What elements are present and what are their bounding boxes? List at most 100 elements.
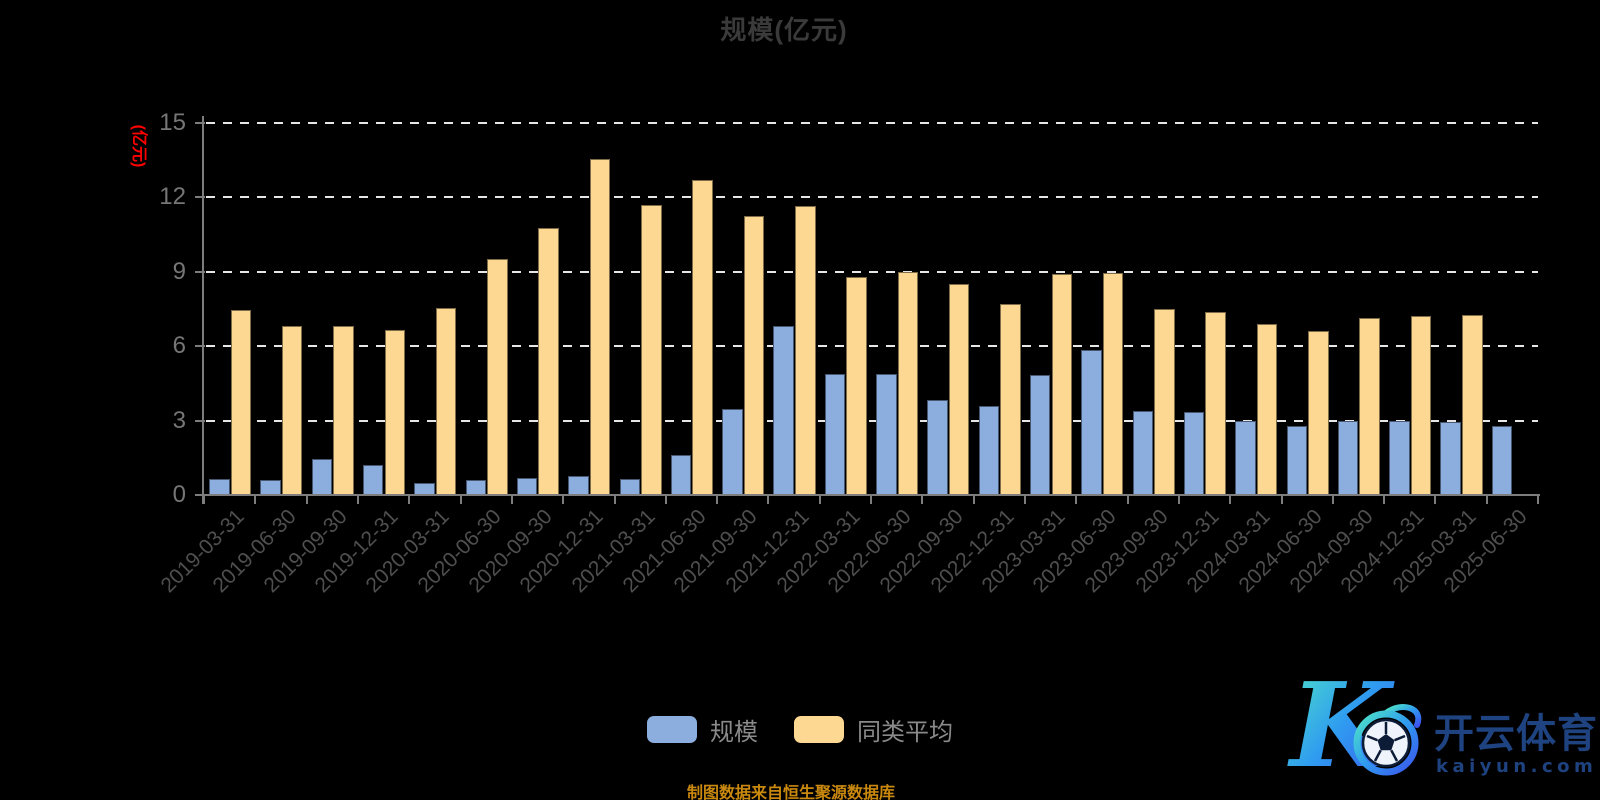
y-axis-tick-label: 15	[159, 109, 186, 136]
bar-同类平均	[1359, 317, 1380, 495]
data-source-caption: 制图数据来自恒生聚源数据库	[686, 785, 895, 800]
x-axis-tick	[562, 496, 565, 504]
bar-同类平均	[1051, 274, 1072, 495]
bar-同类平均	[897, 271, 919, 495]
bar-规模	[260, 480, 281, 495]
soccer-ball-icon	[1361, 718, 1411, 768]
bar-规模	[978, 405, 1000, 495]
bar-规模	[1235, 420, 1256, 495]
y-axis-tick	[195, 494, 205, 496]
bar-规模	[927, 399, 948, 495]
y-axis-tick-label: 9	[172, 257, 186, 285]
bar-规模	[1081, 349, 1102, 495]
bar-同类平均	[230, 310, 252, 495]
x-axis-tick	[1023, 496, 1026, 504]
x-axis-tick	[1434, 496, 1437, 504]
gridline	[206, 196, 1538, 199]
x-axis-tick	[1280, 496, 1283, 504]
bar-规模	[1286, 425, 1307, 495]
bar-同类平均	[435, 307, 457, 495]
x-axis-tick	[1075, 496, 1078, 504]
x-axis-tick	[1177, 496, 1180, 504]
bar-规模	[876, 373, 897, 495]
bar-规模	[1337, 420, 1359, 495]
bar-同类平均	[333, 326, 354, 495]
legend-swatch-average-icon	[794, 716, 844, 743]
bar-规模	[465, 480, 486, 495]
y-axis-tick	[195, 270, 205, 273]
x-axis-tick	[767, 496, 770, 504]
x-axis-tick	[972, 496, 975, 504]
gridline	[206, 270, 1538, 273]
bar-同类平均	[795, 206, 816, 495]
x-axis-tick	[1383, 496, 1386, 504]
bar-规模	[568, 476, 589, 495]
x-axis-tick	[305, 496, 308, 504]
bar-规模	[1183, 411, 1205, 495]
bar-规模	[722, 409, 743, 495]
chart-title: 规模(亿元)	[720, 15, 848, 45]
x-axis-tick	[408, 496, 411, 504]
bar-同类平均	[384, 330, 405, 495]
bar-规模	[773, 326, 794, 495]
bar-规模	[1132, 410, 1153, 495]
bar-同类平均	[281, 326, 303, 495]
legend-swatch-scale-icon	[647, 716, 697, 743]
x-axis-tick	[459, 496, 462, 504]
bar-同类平均	[1462, 315, 1483, 495]
legend-item-scale[interactable]: 规模	[647, 712, 758, 747]
bar-规模	[209, 478, 230, 495]
x-axis-tick	[1485, 496, 1488, 504]
gridline	[206, 345, 1538, 348]
x-axis-tick	[664, 496, 667, 504]
x-axis-tick	[203, 496, 205, 504]
bar-同类平均	[1102, 273, 1124, 495]
bar-同类平均	[1000, 304, 1021, 495]
y-axis-tick	[195, 419, 205, 422]
bar-规模	[1029, 374, 1051, 495]
legend: 规模 同类平均	[0, 712, 1600, 747]
bar-规模	[1389, 420, 1410, 495]
y-axis-tick-label: 6	[172, 332, 186, 360]
bar-规模	[824, 373, 846, 495]
x-axis-line	[202, 494, 1540, 496]
bar-规模	[311, 459, 333, 495]
legend-item-average[interactable]: 同类平均	[794, 712, 953, 747]
legend-label-scale: 规模	[710, 719, 758, 746]
bar-同类平均	[846, 276, 867, 495]
bar-同类平均	[1154, 309, 1175, 495]
bar-规模	[619, 478, 640, 495]
gridline	[206, 122, 1538, 124]
gridline	[206, 419, 1538, 422]
x-axis-tick	[254, 496, 257, 504]
bar-同类平均	[743, 216, 765, 495]
bar-规模	[362, 465, 384, 495]
bar-同类平均	[487, 259, 508, 495]
x-axis-tick	[1331, 496, 1334, 504]
bar-规模	[1491, 425, 1513, 495]
kaiyun-domain-text: kaiyun.com	[1436, 756, 1597, 777]
bar-规模	[516, 477, 538, 495]
bar-规模	[670, 455, 692, 495]
kaiyun-logo: K 开云体育 kaiyun.com	[1284, 658, 1600, 794]
x-axis-tick	[716, 496, 719, 504]
x-axis-tick	[1126, 496, 1129, 504]
bar-同类平均	[692, 180, 713, 495]
y-axis-tick	[195, 122, 205, 124]
y-axis-line	[202, 116, 204, 504]
bar-规模	[1440, 421, 1461, 495]
kaiyun-brand-text: 开云体育	[1434, 711, 1598, 757]
x-axis-tick	[613, 496, 616, 504]
y-axis-tick-label: 12	[159, 183, 186, 211]
bar-同类平均	[1410, 316, 1432, 495]
y-axis-tick-label: 0	[172, 481, 186, 508]
x-axis-tick	[356, 496, 359, 504]
y-axis-tick-label: 3	[172, 406, 186, 434]
bar-同类平均	[1308, 331, 1329, 495]
x-axis-tick	[870, 496, 872, 504]
x-axis-tick	[921, 496, 924, 504]
x-axis-tick	[1229, 496, 1232, 504]
y-axis-tick	[195, 196, 205, 199]
legend-label-average: 同类平均	[857, 719, 953, 746]
